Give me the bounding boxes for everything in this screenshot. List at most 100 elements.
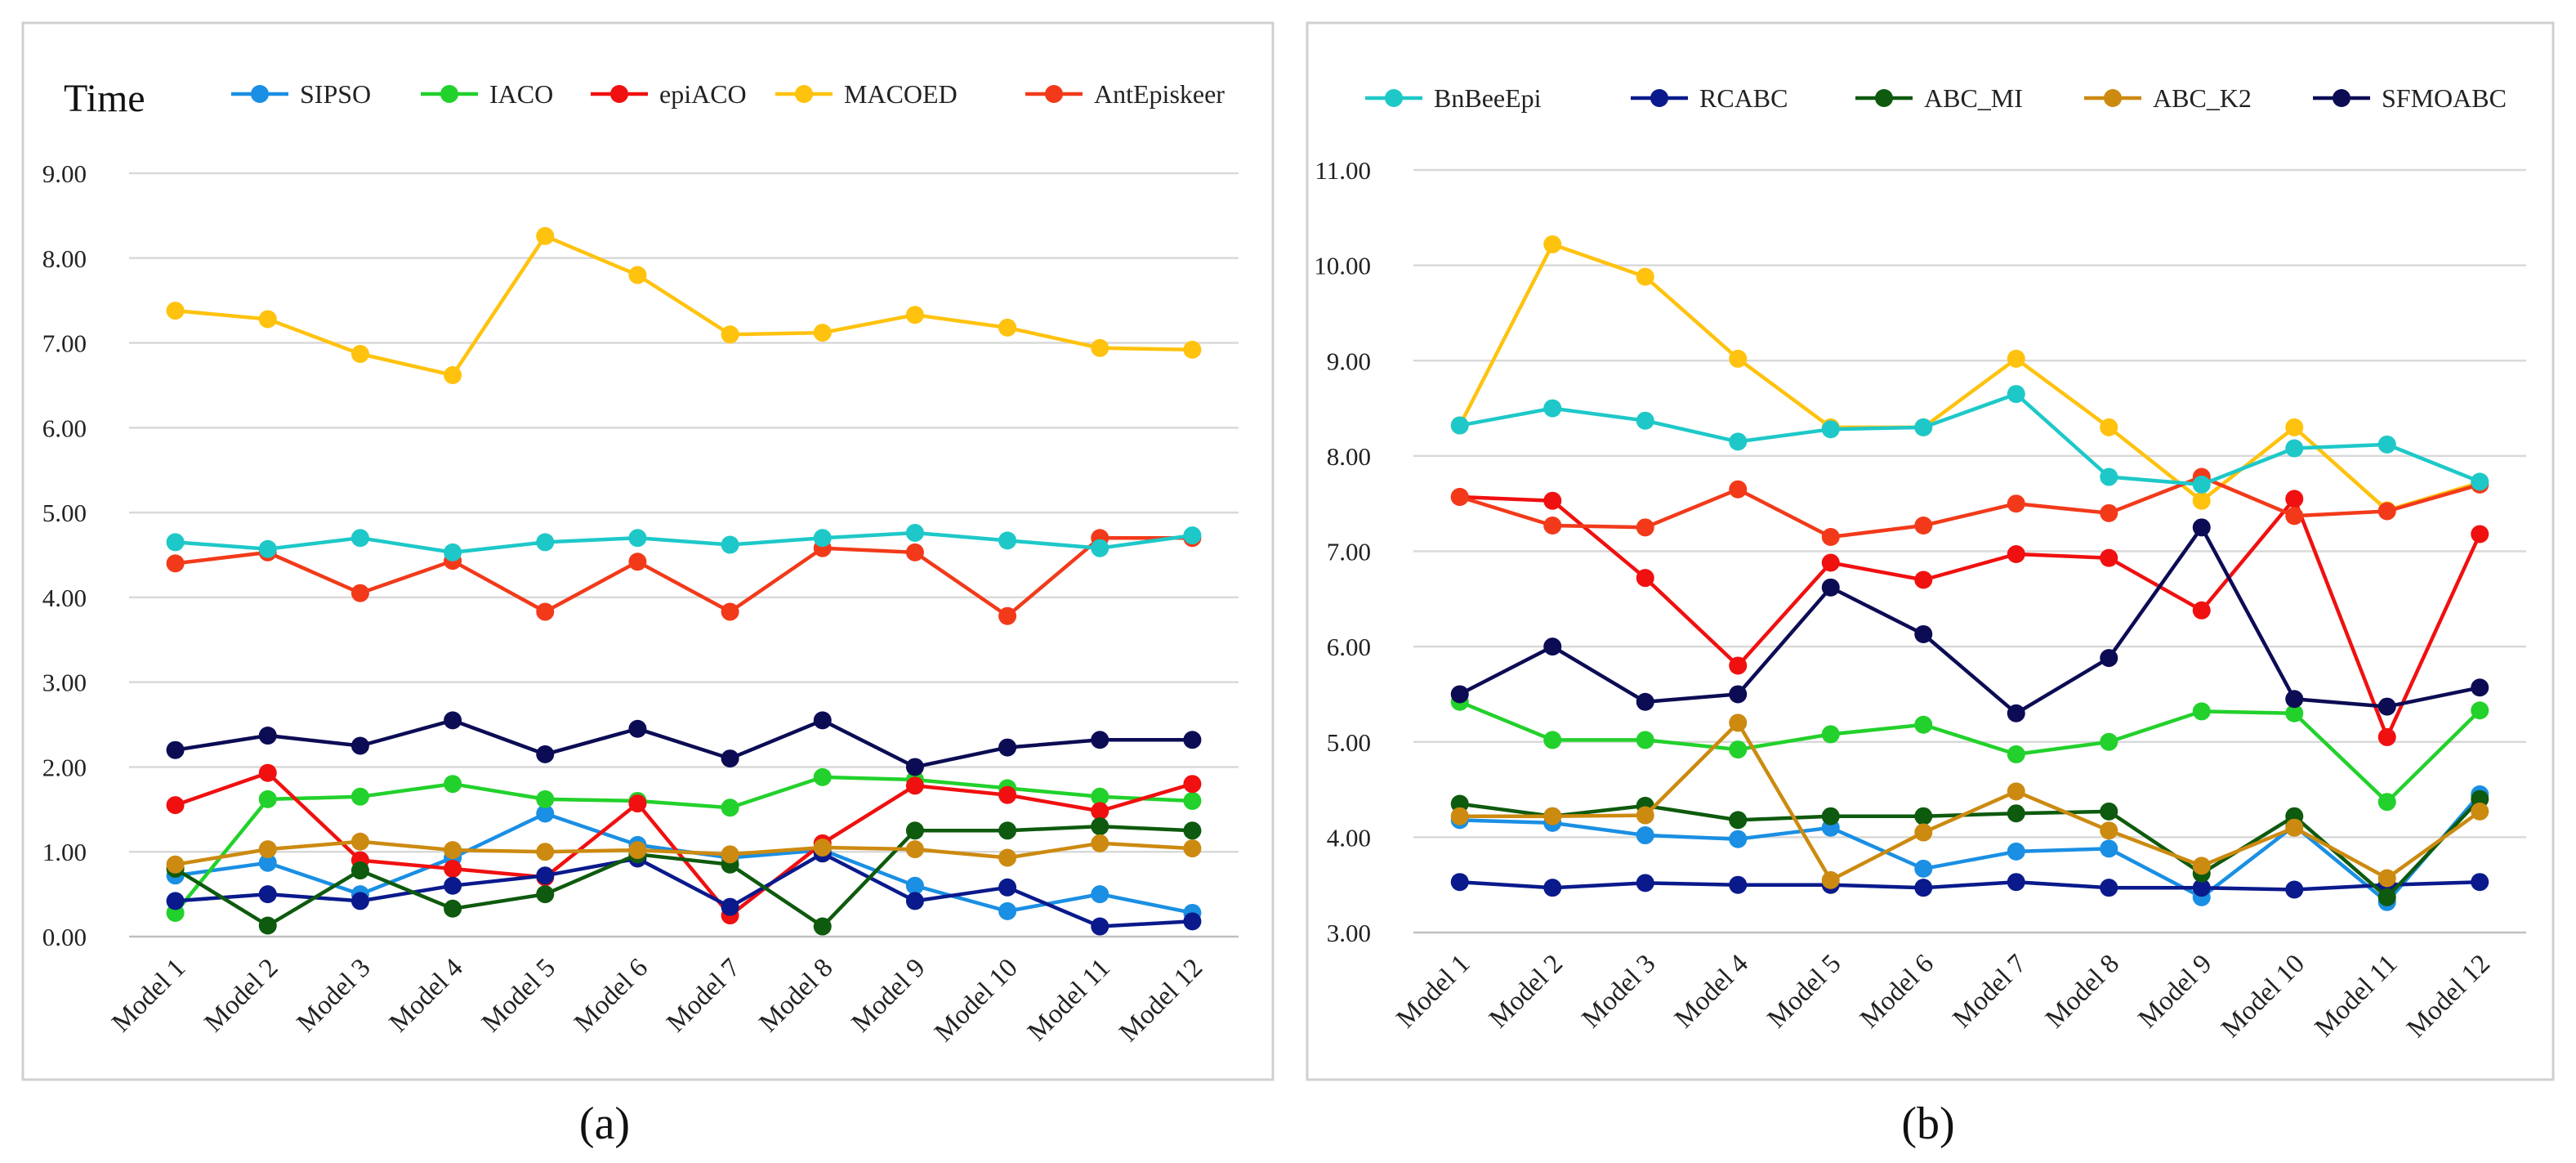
data-point bbox=[628, 841, 647, 860]
data-point bbox=[2471, 472, 2489, 491]
data-point bbox=[998, 531, 1017, 550]
data-point bbox=[1091, 817, 1109, 836]
data-point bbox=[1914, 715, 1933, 734]
data-point bbox=[166, 554, 185, 573]
series-unnamed-9 bbox=[166, 711, 1202, 776]
data-point bbox=[1091, 885, 1109, 904]
data-point bbox=[258, 727, 277, 745]
data-point bbox=[1183, 526, 1202, 545]
data-point bbox=[905, 306, 924, 324]
data-point bbox=[444, 365, 462, 384]
data-point bbox=[2007, 494, 2025, 513]
data-point bbox=[2285, 490, 2304, 508]
data-point bbox=[2192, 702, 2211, 721]
data-point bbox=[1450, 807, 1469, 825]
data-point bbox=[1914, 517, 1933, 535]
data-point bbox=[1914, 570, 1933, 589]
data-point bbox=[998, 785, 1017, 804]
data-point bbox=[628, 719, 647, 738]
panel-b-series bbox=[1450, 235, 2489, 911]
legend-item: BnBeeEpi bbox=[1365, 83, 1542, 113]
data-point bbox=[1821, 420, 1840, 439]
legend-marker bbox=[1385, 89, 1403, 107]
series-line bbox=[174, 824, 1193, 928]
data-point bbox=[905, 840, 924, 859]
data-point bbox=[1729, 740, 1748, 759]
data-point bbox=[536, 885, 555, 904]
legend-item: SIPSO bbox=[231, 79, 371, 109]
data-point bbox=[2377, 869, 2396, 888]
data-point bbox=[1091, 731, 1109, 749]
data-point bbox=[813, 711, 832, 730]
data-point bbox=[905, 776, 924, 795]
panel-b-legend: BnBeeEpi RCABC ABC_MI ABC_K2 SFMOABC bbox=[1365, 83, 2507, 113]
data-point bbox=[813, 767, 832, 786]
data-point bbox=[1914, 418, 1933, 436]
data-point bbox=[1729, 480, 1748, 499]
series-unnamed-1 bbox=[1450, 692, 2489, 812]
data-point bbox=[536, 866, 555, 885]
data-point bbox=[2100, 418, 2118, 436]
data-point bbox=[536, 226, 555, 245]
legend-item: AntEpiskeer bbox=[1025, 79, 1225, 109]
data-point bbox=[2471, 802, 2489, 821]
data-point bbox=[2377, 793, 2396, 812]
data-point bbox=[258, 310, 277, 329]
data-point bbox=[1821, 528, 1840, 547]
legend-item: IACO bbox=[421, 79, 553, 109]
y-tick-label: 4.00 bbox=[42, 584, 87, 612]
data-point bbox=[813, 529, 832, 548]
data-point bbox=[905, 821, 924, 840]
data-point bbox=[1543, 517, 1562, 535]
data-point bbox=[1091, 338, 1109, 357]
data-point bbox=[350, 345, 369, 364]
y-tick-label: 11.00 bbox=[1315, 156, 1371, 185]
y-tick-label: 10.00 bbox=[1314, 252, 1371, 280]
y-tick-label: 3.00 bbox=[42, 669, 87, 697]
data-point bbox=[998, 821, 1017, 840]
data-point bbox=[1450, 685, 1469, 704]
data-point bbox=[2007, 544, 2025, 563]
data-point bbox=[2285, 507, 2304, 526]
data-point bbox=[444, 841, 462, 860]
data-point bbox=[2100, 732, 2118, 751]
legend-label: MACOED bbox=[844, 79, 958, 109]
data-point bbox=[628, 552, 647, 571]
data-point bbox=[2007, 704, 2025, 722]
data-point bbox=[2377, 727, 2396, 746]
data-point bbox=[166, 533, 185, 552]
series-unnamed-6 bbox=[166, 844, 1202, 936]
data-point bbox=[1821, 725, 1840, 744]
data-point bbox=[998, 318, 1017, 337]
data-point bbox=[2377, 697, 2396, 716]
data-point bbox=[905, 892, 924, 910]
data-point bbox=[1729, 830, 1748, 848]
series-line bbox=[175, 530, 1193, 555]
panel-b-caption: (b) bbox=[1901, 1098, 1954, 1149]
series-macoed bbox=[166, 226, 1202, 384]
data-point bbox=[628, 529, 647, 548]
data-point bbox=[1821, 578, 1840, 597]
data-point bbox=[1729, 811, 1748, 830]
legend-item: ABC_K2 bbox=[2084, 83, 2252, 113]
data-point bbox=[2100, 821, 2118, 840]
data-point bbox=[2100, 879, 2118, 897]
data-point bbox=[2471, 701, 2489, 720]
data-point bbox=[1543, 731, 1562, 749]
data-point bbox=[166, 855, 185, 874]
series-bnbeeepi bbox=[1450, 385, 2489, 494]
legend-marker bbox=[1650, 89, 1668, 107]
data-point bbox=[2007, 349, 2025, 368]
series-line bbox=[1459, 879, 2480, 892]
data-point bbox=[166, 796, 185, 815]
data-point bbox=[2100, 839, 2118, 858]
series-line bbox=[1458, 700, 2481, 804]
series-line bbox=[1459, 721, 2481, 883]
legend-marker bbox=[1045, 85, 1063, 103]
y-tick-label: 6.00 bbox=[42, 414, 87, 442]
data-point bbox=[721, 749, 739, 768]
data-point bbox=[2285, 439, 2304, 458]
series-unnamed-7 bbox=[166, 817, 1202, 936]
data-point bbox=[1450, 488, 1469, 507]
series-line bbox=[175, 852, 1193, 928]
